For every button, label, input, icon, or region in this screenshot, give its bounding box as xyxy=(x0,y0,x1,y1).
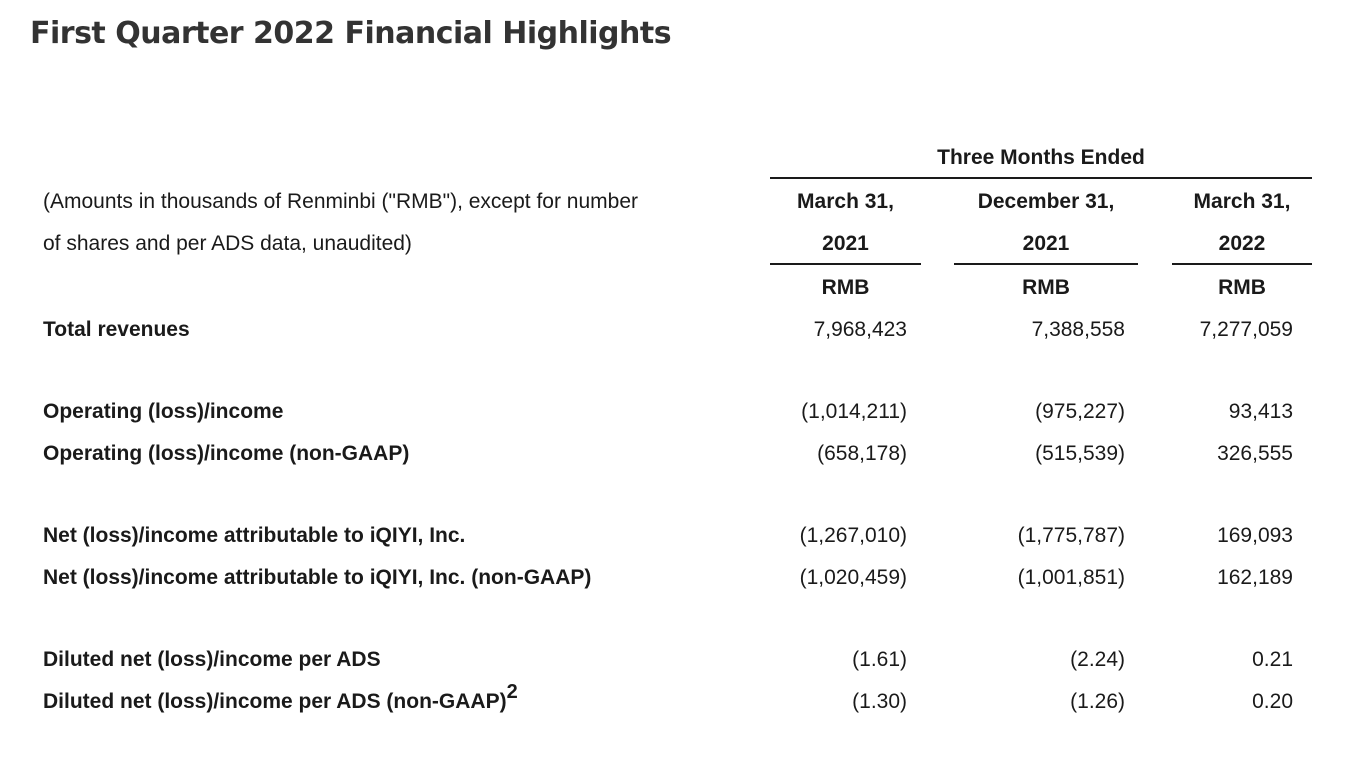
row-value-col2: (1,001,851) xyxy=(1017,566,1125,589)
row-value-col1: (1.30) xyxy=(852,690,907,713)
col1-header-rule xyxy=(770,263,921,265)
col1-currency: RMB xyxy=(821,276,870,299)
row-value-col1: 7,968,423 xyxy=(813,318,907,341)
table-description-line2: of shares and per ADS data, unaudited) xyxy=(43,232,412,255)
row-label: Net (loss)/income attributable to iQIYI,… xyxy=(43,566,592,589)
row-label: Diluted net (loss)/income per ADS (non-G… xyxy=(43,690,507,713)
row-value-col2: 7,388,558 xyxy=(1031,318,1125,341)
footnote-marker[interactable]: 2 xyxy=(506,681,518,703)
col3-header-rule xyxy=(1172,263,1312,265)
row-value-col3: 169,093 xyxy=(1217,524,1293,547)
col2-currency: RMB xyxy=(1022,276,1070,299)
row-value-col1: (1,014,211) xyxy=(801,400,907,423)
row-value-col3: 0.20 xyxy=(1252,690,1293,713)
col1-header-line2: 2021 xyxy=(822,232,869,255)
row-value-col1: (658,178) xyxy=(817,442,907,465)
row-label: Operating (loss)/income xyxy=(43,400,284,423)
col1-header-line1: March 31, xyxy=(797,190,894,213)
row-label: Total revenues xyxy=(43,318,190,341)
row-value-col3: 0.21 xyxy=(1252,648,1293,671)
row-label-with-footnote: Diluted net (loss)/income per ADS (non-G… xyxy=(43,681,518,714)
row-value-col2: (1,775,787) xyxy=(1017,524,1125,547)
group-header: Three Months Ended xyxy=(937,146,1145,169)
row-label: Net (loss)/income attributable to iQIYI,… xyxy=(43,524,466,547)
row-value-col3: 326,555 xyxy=(1217,442,1293,465)
row-value-col2: (515,539) xyxy=(1035,442,1125,465)
row-label: Operating (loss)/income (non-GAAP) xyxy=(43,442,410,465)
col2-header-line1: December 31, xyxy=(977,190,1115,213)
row-value-col3: 7,277,059 xyxy=(1199,318,1293,341)
group-header-rule xyxy=(770,177,1312,179)
row-value-col2: (975,227) xyxy=(1035,400,1125,423)
row-value-col1: (1.61) xyxy=(852,648,907,671)
row-value-col1: (1,267,010) xyxy=(799,524,907,547)
row-value-col3: 162,189 xyxy=(1217,566,1293,589)
row-value-col3: 93,413 xyxy=(1228,400,1293,423)
col2-header-line2: 2021 xyxy=(1022,232,1070,255)
page-title: First Quarter 2022 Financial Highlights xyxy=(30,16,672,51)
col3-header-line1: March 31, xyxy=(1193,190,1291,213)
col3-header-line2: 2022 xyxy=(1218,232,1266,255)
row-value-col2: (1.26) xyxy=(1070,690,1125,713)
row-value-col1: (1,020,459) xyxy=(799,566,907,589)
row-label: Diluted net (loss)/income per ADS xyxy=(43,648,381,671)
row-value-col2: (2.24) xyxy=(1070,648,1125,671)
col3-currency: RMB xyxy=(1218,276,1266,299)
col2-header-rule xyxy=(954,263,1138,265)
table-description-line1: (Amounts in thousands of Renminbi ("RMB"… xyxy=(43,190,638,213)
